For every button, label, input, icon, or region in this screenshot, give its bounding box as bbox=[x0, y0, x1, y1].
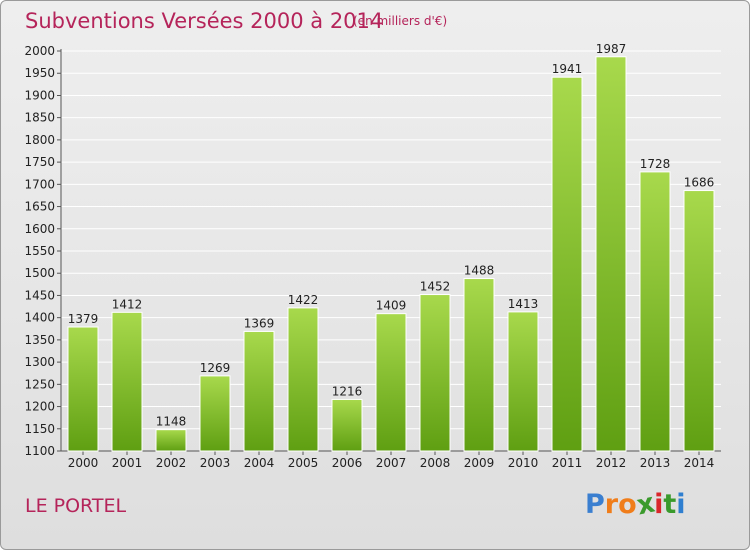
chart-title: Subventions Versées 2000 à 2014 bbox=[25, 9, 384, 33]
bar-2013 bbox=[639, 171, 671, 452]
bar-2000 bbox=[67, 326, 99, 452]
x-tick-label: 2007 bbox=[376, 456, 407, 470]
x-tick-label: 2004 bbox=[244, 456, 275, 470]
x-tick-label: 2009 bbox=[464, 456, 495, 470]
bar-value-label: 1409 bbox=[376, 299, 407, 313]
x-tick-label: 2010 bbox=[508, 456, 539, 470]
bar-value-label: 1412 bbox=[112, 297, 143, 311]
x-tick-label: 2013 bbox=[640, 456, 671, 470]
bar-value-label: 1269 bbox=[200, 361, 231, 375]
y-tick-label: 1300 bbox=[24, 355, 55, 369]
y-tick-label: 1950 bbox=[24, 66, 55, 80]
y-tick-label: 1750 bbox=[24, 155, 55, 169]
x-tick-label: 2003 bbox=[200, 456, 231, 470]
x-tick-label: 2001 bbox=[112, 456, 143, 470]
logo-letter: P bbox=[585, 489, 605, 520]
y-tick-label: 1550 bbox=[24, 244, 55, 258]
y-tick-label: 1450 bbox=[24, 288, 55, 302]
bar-value-label: 1686 bbox=[684, 176, 715, 190]
x-tick-label: 2014 bbox=[684, 456, 715, 470]
y-tick-label: 1600 bbox=[24, 222, 55, 236]
x-tick-label: 2011 bbox=[552, 456, 583, 470]
bar-2012 bbox=[595, 56, 627, 452]
x-tick-label: 2005 bbox=[288, 456, 319, 470]
bar-2002 bbox=[155, 429, 187, 452]
bar-value-label: 1369 bbox=[244, 316, 275, 330]
y-tick-label: 1350 bbox=[24, 333, 55, 347]
bar-2003 bbox=[199, 375, 231, 452]
y-tick-label: 1150 bbox=[24, 422, 55, 436]
bars bbox=[67, 56, 715, 452]
bar-value-label: 1413 bbox=[508, 297, 539, 311]
commune-name: LE PORTEL bbox=[25, 495, 127, 517]
y-tick-label: 2000 bbox=[24, 44, 55, 58]
data-labels: 1379 2000 1412 2001 1148 2002 1269 2003 1369 2004… bbox=[68, 42, 715, 470]
bar-value-label: 1148 bbox=[156, 415, 187, 429]
y-tick-label: 1250 bbox=[24, 377, 55, 391]
bar-value-label: 1379 bbox=[68, 312, 99, 326]
y-tick-label: 1700 bbox=[24, 177, 55, 191]
y-tick-label: 1650 bbox=[24, 200, 55, 214]
bar-2005 bbox=[287, 307, 319, 452]
logo-letter: t bbox=[663, 489, 677, 520]
bar-2009 bbox=[463, 278, 495, 452]
bar-value-label: 1728 bbox=[640, 157, 671, 171]
y-tick-label: 1100 bbox=[24, 444, 55, 458]
bar-2011 bbox=[551, 76, 583, 452]
y-tick-label: 1200 bbox=[24, 400, 55, 414]
x-tick-label: 2008 bbox=[420, 456, 451, 470]
bar-2007 bbox=[375, 313, 407, 452]
y-tick-label: 1850 bbox=[24, 111, 55, 125]
bar-2008 bbox=[419, 294, 451, 452]
y-tick-label: 1800 bbox=[24, 133, 55, 147]
bar-value-label: 1216 bbox=[332, 384, 363, 398]
y-tick-label: 1400 bbox=[24, 311, 55, 325]
x-tick-label: 2006 bbox=[332, 456, 363, 470]
y-tick-label: 1900 bbox=[24, 88, 55, 102]
bar-value-label: 1488 bbox=[464, 264, 495, 278]
bar-2004 bbox=[243, 330, 275, 452]
bar-value-label: 1941 bbox=[552, 62, 583, 76]
chart-subtitle: (en milliers d'€) bbox=[353, 14, 448, 28]
x-tick-label: 2000 bbox=[68, 456, 99, 470]
bar-value-label: 1987 bbox=[596, 42, 627, 56]
x-tick-label: 2012 bbox=[596, 456, 627, 470]
proxiti-logo: Proxiti bbox=[585, 488, 686, 522]
logo-letter: o bbox=[618, 489, 637, 520]
bar-value-label: 1452 bbox=[420, 280, 451, 294]
bar-value-label: 1422 bbox=[288, 293, 319, 307]
logo-letter: i bbox=[654, 489, 664, 520]
x-tick-label: 2002 bbox=[156, 456, 187, 470]
bar-2006 bbox=[331, 398, 363, 452]
bar-2001 bbox=[111, 311, 143, 452]
y-tick-label: 1500 bbox=[24, 266, 55, 280]
logo-letter: i bbox=[676, 489, 686, 520]
logo-letter: r bbox=[604, 489, 619, 520]
bar-2010 bbox=[507, 311, 539, 452]
bar-2014 bbox=[683, 190, 715, 452]
